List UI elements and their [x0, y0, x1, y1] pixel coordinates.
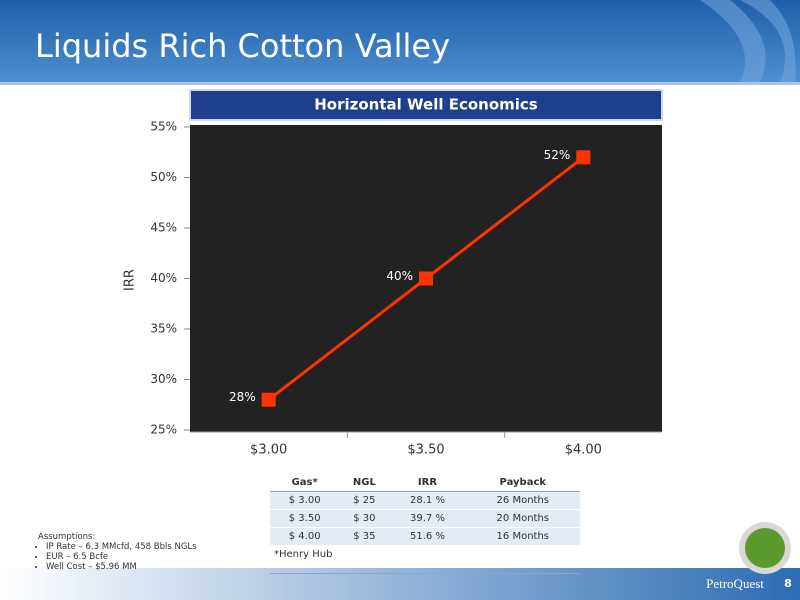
table-cell: 20 Months — [465, 509, 580, 528]
footnote-row: *Henry Hub — [270, 545, 580, 574]
table-cell: $ 3.50 — [270, 509, 340, 528]
header-cell: Gas* — [270, 474, 340, 492]
header-rule — [0, 82, 800, 85]
table-cell: 51.6 % — [389, 527, 466, 546]
table-cell: 26 Months — [465, 491, 580, 510]
header-cell: Payback — [465, 474, 580, 492]
data-label: 40% — [386, 269, 413, 283]
table-row: $ 4.00 $ 35 51.6 % 16 Months — [270, 527, 580, 546]
x-tick-label: $3.50 — [407, 443, 444, 458]
x-tick-label: $4.00 — [565, 443, 602, 458]
y-tick-label: 55% — [150, 120, 177, 134]
marker — [576, 150, 591, 165]
y-tick-label: 50% — [150, 170, 177, 184]
data-label: 28% — [229, 390, 256, 404]
footer-brand: PetroQuest — [706, 576, 764, 591]
table-cell: $ 35 — [339, 527, 390, 546]
y-axis-label: IRR — [123, 269, 138, 291]
assumptions: Assumptions: IP Rate – 6.3 MMcfd, 458 Bb… — [38, 532, 197, 572]
marker — [261, 392, 276, 407]
chart-title: Horizontal Well Economics — [314, 96, 538, 114]
y-tick-label: 30% — [150, 372, 177, 386]
x-tick-label: $3.00 — [250, 443, 287, 458]
header-row: Gas* NGL IRR Payback — [270, 474, 580, 492]
chart-title-box — [189, 89, 663, 121]
table-cell: $ 4.00 — [270, 527, 340, 546]
economics-table: Gas* NGL IRR Payback $ 3.00 $ 25 28.1 % 26 Mont… — [270, 474, 580, 574]
data-label: 52% — [544, 148, 571, 162]
assumption-item: IP Rate – 6.3 MMcfd, 458 Bbls NGLs — [46, 542, 197, 552]
y-tick-label: 35% — [150, 322, 177, 336]
table-cell: $ 3.00 — [270, 491, 340, 510]
marker — [419, 271, 433, 286]
table-cell: 16 Months — [465, 527, 580, 546]
header-cell: NGL — [339, 474, 390, 492]
y-tick-label: 45% — [150, 221, 177, 235]
page-number: 8 — [784, 577, 792, 590]
table-cell: 39.7 % — [389, 509, 466, 528]
assumptions-title: Assumptions: — [38, 532, 96, 542]
table-cell: $ 25 — [339, 491, 390, 510]
assumption-item: EUR – 6.5 Bcfe — [46, 552, 197, 562]
footnote: *Henry Hub — [270, 545, 580, 574]
table-row: $ 3.00 $ 25 28.1 % 26 Months — [270, 491, 580, 510]
y-tick-label: 40% — [150, 271, 177, 285]
table-row: $ 3.50 $ 30 39.7 % 20 Months — [270, 509, 580, 528]
header-band — [0, 0, 800, 82]
slide-title: Liquids Rich Cotton Valley — [35, 27, 450, 65]
logo-flame — [745, 528, 785, 568]
header-cell: IRR — [389, 474, 466, 492]
assumptions-list: IP Rate – 6.3 MMcfd, 458 Bbls NGLsEUR – … — [38, 542, 197, 572]
y-tick-label: 25% — [150, 423, 177, 437]
table-cell: $ 30 — [339, 509, 390, 528]
assumption-item: Well Cost – $5.96 MM — [46, 562, 197, 572]
logo-swoosh — [700, 0, 796, 82]
table-cell: 28.1 % — [389, 491, 466, 510]
